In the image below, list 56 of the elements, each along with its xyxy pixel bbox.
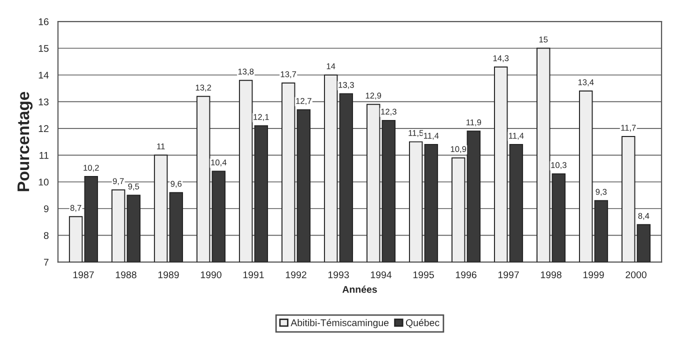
data-label: 10,2 [84,164,99,172]
x-tick-label: 1987 [73,271,94,278]
y-tick-label: 13 [38,98,49,106]
x-tick-label: 1988 [116,271,136,278]
data-label: 13,3 [338,82,354,89]
legend-label: Abitibi-Témiscamingue [290,318,389,328]
data-label: 9,5 [128,184,140,190]
x-tick-label: 1996 [456,271,476,278]
data-label: 14 [326,63,336,70]
data-label: 12,1 [254,114,269,121]
data-label: 13,7 [280,71,296,78]
x-tick-label: 1989 [158,271,179,278]
data-label: 11,4 [424,132,439,140]
x-tick-label: 1999 [583,271,604,278]
x-tick-label: 1995 [413,271,434,278]
data-label: 10,9 [450,146,466,154]
data-label: 13,4 [578,79,594,86]
y-tick-label: 14 [38,72,49,79]
data-label: 12,7 [296,98,312,105]
legend-label: Québec [406,318,440,328]
data-label: 15 [539,36,548,42]
x-tick-label: 1992 [286,271,306,278]
y-tick-label: 12 [38,125,48,132]
x-axis-title: Années [342,286,377,293]
x-tick-label: 1991 [243,271,264,278]
data-label: 9,6 [170,180,182,188]
data-label: 11,9 [466,119,482,126]
y-tick-label: 8 [44,232,49,239]
y-tick-label: 11 [40,152,48,159]
data-label: 11 [157,144,165,150]
x-tick-label: 1997 [498,271,519,278]
data-label: 10,3 [551,162,566,170]
data-label: 9,3 [596,188,607,196]
x-tick-label: 1990 [200,271,222,278]
y-tick-label: 9 [44,205,48,212]
y-tick-label: 16 [38,18,49,26]
data-label: 14,3 [493,55,509,62]
data-label: 9,7 [112,178,124,186]
data-label: 13,2 [196,84,212,92]
x-tick-label: 1994 [370,271,392,278]
data-label: 13,8 [238,68,254,76]
data-label: 12,9 [366,92,382,100]
data-label: 8,4 [638,212,650,220]
data-label: 11,7 [621,124,636,132]
y-axis-title: Pourcentage [18,92,33,192]
data-label: 10,4 [211,159,227,166]
data-label: 8,7 [70,204,82,212]
data-label: 11,4 [509,132,524,140]
data-label: 11,5 [408,130,424,137]
data-label: 12,3 [381,108,396,116]
x-tick-label: 1998 [540,271,562,278]
x-tick-label: 1993 [328,271,349,278]
y-tick-label: 10 [38,178,49,186]
y-tick-label: 15 [38,45,49,52]
x-tick-label: 2000 [626,271,646,278]
y-tick-label: 7 [44,258,48,266]
